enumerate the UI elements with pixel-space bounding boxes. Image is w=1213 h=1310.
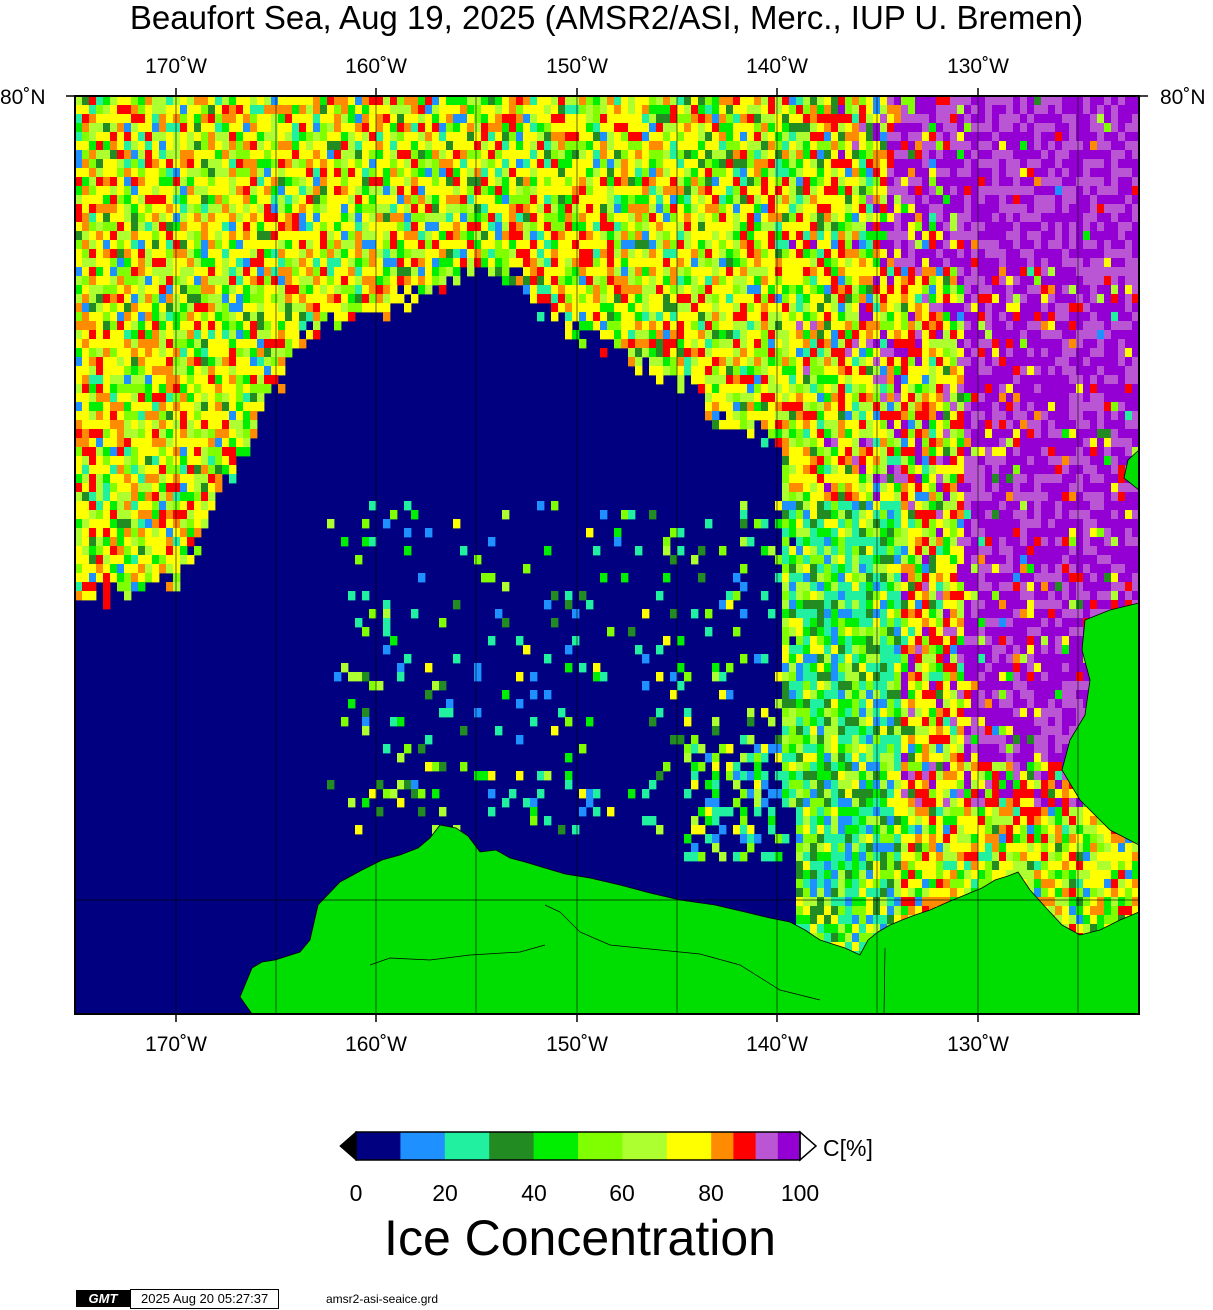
colorbar-tick-40: 40 xyxy=(521,1180,547,1206)
lon-label-top-150w: 150˚W xyxy=(546,55,608,78)
colorbar-tick-0: 0 xyxy=(349,1180,363,1206)
colorbar-cell xyxy=(733,1132,757,1160)
ice-concentration-field xyxy=(75,96,1140,1015)
border-line xyxy=(544,904,821,1001)
frame-ticks xyxy=(66,88,1148,1022)
colorbar-cell xyxy=(755,1132,779,1160)
alaska-yukon-border xyxy=(883,947,886,1015)
land-masses xyxy=(239,449,1140,1015)
lon-label-top-130w: 130˚W xyxy=(947,55,1009,78)
colorbar-tick-60: 60 xyxy=(609,1180,635,1206)
colorbar-cell xyxy=(711,1132,734,1160)
colorbar-cell xyxy=(666,1132,712,1160)
lon-label-bottom-150w: 150˚W xyxy=(546,1033,608,1056)
colorbar xyxy=(339,1130,818,1162)
colorbar-cell xyxy=(489,1132,535,1160)
alaska-north-slope xyxy=(239,824,1140,1015)
colorbar-under-triangle xyxy=(339,1130,357,1162)
lon-label-bottom-170w: 170˚W xyxy=(145,1033,207,1056)
lon-label-bottom-140w: 140˚W xyxy=(746,1033,808,1056)
colorbar-tick-80: 80 xyxy=(698,1180,724,1206)
lon-label-top-160w: 160˚W xyxy=(345,55,407,78)
inner-coast-line xyxy=(369,944,546,966)
lat-label-right-80n: 80˚N xyxy=(1160,86,1206,109)
colorbar-tick-100: 100 xyxy=(780,1180,820,1206)
lon-label-top-140w: 140˚W xyxy=(746,55,808,78)
colorbar-tick-20: 20 xyxy=(432,1180,458,1206)
colorbar-unit: C[%] xyxy=(823,1135,873,1161)
colorbar-over-triangle xyxy=(799,1130,818,1162)
colorbar-cell xyxy=(400,1132,446,1160)
colorbar-frame xyxy=(355,1131,801,1161)
colorbar-cell xyxy=(777,1132,801,1160)
gmt-logo: GMT xyxy=(76,1290,130,1307)
colorbar-cell xyxy=(622,1132,668,1160)
graticule xyxy=(75,96,1139,1014)
colorbar-title: Ice Concentration xyxy=(384,1210,776,1266)
lon-label-bottom-160w: 160˚W xyxy=(345,1033,407,1056)
map-frame xyxy=(74,95,1140,1015)
grid-file-name: amsr2-asi-seaice.grd xyxy=(326,1292,439,1306)
colorbar-cell xyxy=(356,1132,401,1160)
timestamp-stamp: 2025 Aug 20 05:27:37 xyxy=(130,1289,280,1309)
colorbar-cell xyxy=(578,1132,623,1160)
colorbar-cell xyxy=(444,1132,490,1160)
banks-island-coast xyxy=(1061,602,1140,846)
lon-label-bottom-130w: 130˚W xyxy=(947,1033,1009,1056)
lat-label-left-80n: 80˚N xyxy=(0,86,46,109)
colorbar-cell xyxy=(533,1132,579,1160)
lon-label-top-170w: 170˚W xyxy=(145,55,207,78)
map-title: Beaufort Sea, Aug 19, 2025 (AMSR2/ASI, M… xyxy=(129,0,1084,36)
